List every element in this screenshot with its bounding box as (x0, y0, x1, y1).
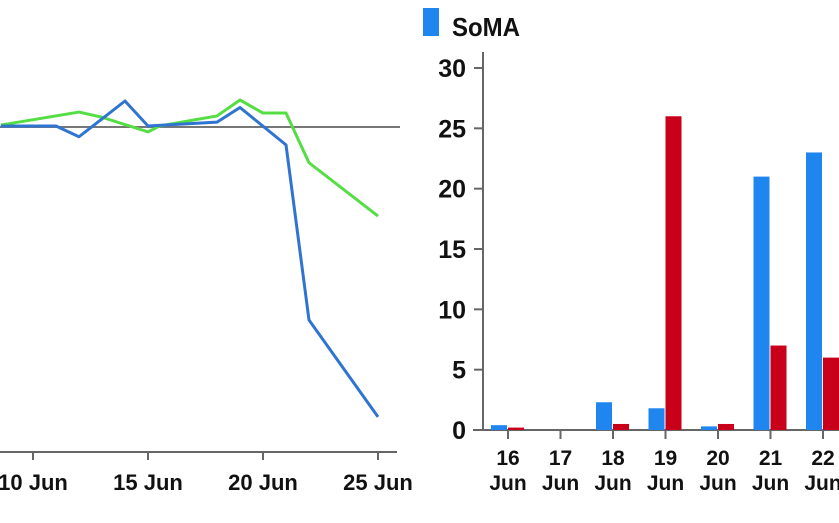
y-tick-label: 0 (452, 417, 466, 445)
line-chart: 10 Jun 15 Jun 20 Jun 25 Jun (0, 98, 413, 495)
bar-red-18 (613, 423, 629, 430)
x-tick-label-day: 17 (549, 447, 572, 470)
bar-soma-21 (753, 176, 770, 430)
x-tick-label-month: Jun (489, 472, 526, 495)
line-series-blue (0, 99, 380, 418)
bar-red-21 (770, 345, 787, 430)
legend-label-soma: SoMA (452, 12, 520, 42)
y-tick-label: 5 (452, 357, 466, 385)
x-tick-label-month: Jun (752, 472, 789, 495)
x-tick-label-month: Jun (594, 472, 631, 495)
x-tick-label-month: Jun (647, 472, 684, 495)
y-tick-label: 15 (438, 236, 466, 264)
x-tick-label-day: 22 (811, 447, 834, 470)
bar-red-19 (665, 116, 682, 431)
x-tick-label: 20 Jun (228, 470, 298, 495)
y-tick-label: 20 (438, 176, 466, 204)
x-tick-label-day: 16 (496, 447, 519, 470)
x-tick-label-day: 20 (706, 447, 729, 470)
x-tick-label-month: Jun (699, 472, 736, 495)
x-tick-label-day: 18 (601, 447, 625, 470)
line-series-green (0, 98, 379, 218)
y-tick-label: 25 (438, 115, 466, 143)
bar-red-16 (508, 427, 524, 430)
x-tick-label-day: 21 (759, 447, 783, 470)
y-tick-label: 10 (438, 296, 466, 324)
bar-chart: SoMA 05101520253016Jun17Jun18Jun19Jun20J… (423, 8, 839, 495)
bar-soma-19 (648, 408, 665, 430)
x-tick-label-month: Jun (542, 472, 579, 495)
x-tick-label-day: 19 (654, 447, 677, 470)
legend-swatch-soma (423, 8, 439, 36)
bar-soma-18 (596, 402, 612, 430)
x-tick-label: 10 Jun (0, 470, 68, 495)
bar-soma-22 (806, 152, 822, 430)
bar-red-20 (718, 423, 734, 430)
bar-red-22 (823, 357, 839, 430)
x-tick-label: 15 Jun (113, 470, 183, 495)
bar-soma-20 (701, 426, 717, 430)
x-tick-label-month: Jun (804, 472, 839, 495)
bar-soma-16 (491, 425, 507, 430)
x-tick-label: 25 Jun (343, 470, 413, 495)
y-tick-label: 30 (438, 55, 466, 83)
